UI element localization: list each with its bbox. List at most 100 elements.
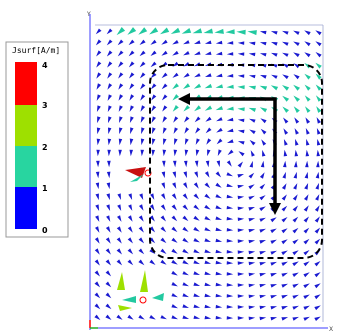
current-vector-arrow: [215, 249, 223, 254]
current-vector-arrow: [314, 205, 320, 212]
current-path-line: [188, 97, 277, 205]
current-vector-arrow: [170, 27, 181, 34]
current-vector-arrow: [193, 238, 200, 243]
current-vector-arrow: [216, 138, 223, 145]
current-vector-arrow: [282, 30, 289, 35]
current-vector-arrow: [151, 127, 156, 134]
current-vector-arrow: [248, 239, 256, 244]
current-vector-arrow: [205, 73, 212, 77]
current-vector-arrow: [270, 261, 277, 266]
current-vector-arrow: [182, 260, 189, 265]
current-vector-arrow: [117, 50, 124, 57]
current-vector-arrow: [118, 61, 124, 68]
current-vector-arrow: [248, 261, 256, 266]
current-vector-arrow: [303, 283, 310, 289]
current-vector-arrow: [106, 215, 111, 222]
current-vector-arrow: [116, 237, 122, 244]
current-vector-arrow: [106, 182, 111, 190]
legend-swatch-level-4: [15, 62, 37, 105]
current-vector-arrow: [172, 50, 179, 56]
current-vector-arrow: [248, 218, 256, 222]
current-vector-arrow: [138, 226, 144, 233]
vector-high-arrow: [125, 167, 146, 178]
current-vector-arrow: [215, 216, 223, 220]
current-vector-arrow: [117, 204, 122, 211]
current-vector-arrow: [215, 260, 223, 265]
current-vector-arrow: [249, 118, 256, 123]
current-vector-arrow: [215, 182, 222, 188]
current-vector-arrow: [259, 195, 266, 201]
current-vector-arrow: [129, 94, 135, 101]
current-vector-arrow: [127, 237, 133, 244]
current-vector-arrow: [305, 117, 311, 124]
current-vector-arrow: [282, 85, 290, 91]
current-vector-arrow: [215, 238, 223, 243]
current-vector-arrow: [182, 271, 189, 276]
current-vector-arrow: [247, 30, 257, 36]
current-vector-arrow: [259, 30, 267, 35]
current-vector-arrow: [150, 50, 157, 56]
current-vector-arrow: [293, 95, 300, 102]
current-vector-arrow: [226, 117, 234, 122]
current-vector-arrow: [295, 138, 299, 146]
current-vector-arrow: [237, 283, 245, 287]
current-vector-arrow: [303, 238, 310, 245]
current-vector-arrow: [248, 184, 255, 190]
legend-tick-1: 1: [42, 184, 48, 193]
vector-level3-arrow: [140, 270, 148, 292]
current-vector-arrow: [162, 149, 167, 157]
current-vector-arrow: [96, 160, 100, 168]
current-vector-arrow: [292, 194, 298, 201]
current-vector-arrow: [281, 272, 288, 277]
current-vector-arrow: [259, 240, 266, 244]
current-vector-arrow: [282, 95, 290, 102]
current-vector-arrow: [139, 193, 144, 200]
current-vector-arrow: [237, 195, 245, 200]
current-vector-arrow: [150, 83, 157, 90]
current-vector-arrow: [281, 239, 288, 245]
current-vector-arrow: [129, 116, 134, 123]
current-vector-arrow: [226, 183, 234, 187]
current-vector-arrow: [237, 272, 245, 276]
current-vector-arrow: [314, 261, 321, 267]
current-vector-arrow: [226, 216, 234, 221]
current-vector-arrow: [248, 41, 256, 46]
current-vector-arrow: [315, 171, 320, 179]
current-vector-arrow: [204, 83, 213, 89]
current-vector-arrow: [315, 62, 322, 69]
feed-hotspot-lower: [117, 270, 164, 311]
current-vector-arrow: [139, 39, 146, 45]
current-vector-arrow: [226, 74, 234, 78]
current-vector-arrow: [194, 171, 199, 178]
current-vector-arrow: [314, 227, 321, 234]
current-vector-arrow: [315, 84, 322, 91]
current-vector-arrow: [118, 72, 124, 79]
current-vector-arrow: [283, 128, 289, 135]
current-vector-arrow: [193, 271, 200, 275]
current-vector-arrow: [96, 61, 102, 68]
current-vector-arrow: [215, 304, 223, 309]
current-vector-arrow: [194, 51, 201, 56]
current-vector-arrow: [205, 116, 212, 122]
current-vector-arrow: [259, 183, 266, 190]
current-vector-arrow: [94, 314, 101, 321]
current-vector-arrow: [128, 193, 133, 200]
x-axis-label: X: [329, 326, 333, 333]
current-vector-arrow: [293, 63, 300, 69]
current-vector-arrow: [204, 315, 212, 320]
current-vector-arrow: [237, 129, 245, 134]
current-vector-arrow: [215, 73, 223, 78]
current-vector-arrow: [106, 171, 111, 179]
current-vector-arrow: [315, 73, 322, 80]
current-vector-arrow: [160, 259, 167, 265]
current-vector-arrow: [195, 138, 200, 145]
current-vector-arrow: [248, 305, 256, 310]
current-vector-arrow: [107, 105, 112, 112]
current-vector-arrow: [118, 94, 124, 101]
current-vector-arrow: [94, 259, 100, 266]
current-vector-arrow: [194, 160, 199, 168]
current-vector-arrow: [183, 40, 190, 45]
current-vector-arrow: [259, 228, 266, 233]
current-vector-arrow: [237, 52, 245, 56]
current-vector-arrow: [215, 205, 222, 210]
